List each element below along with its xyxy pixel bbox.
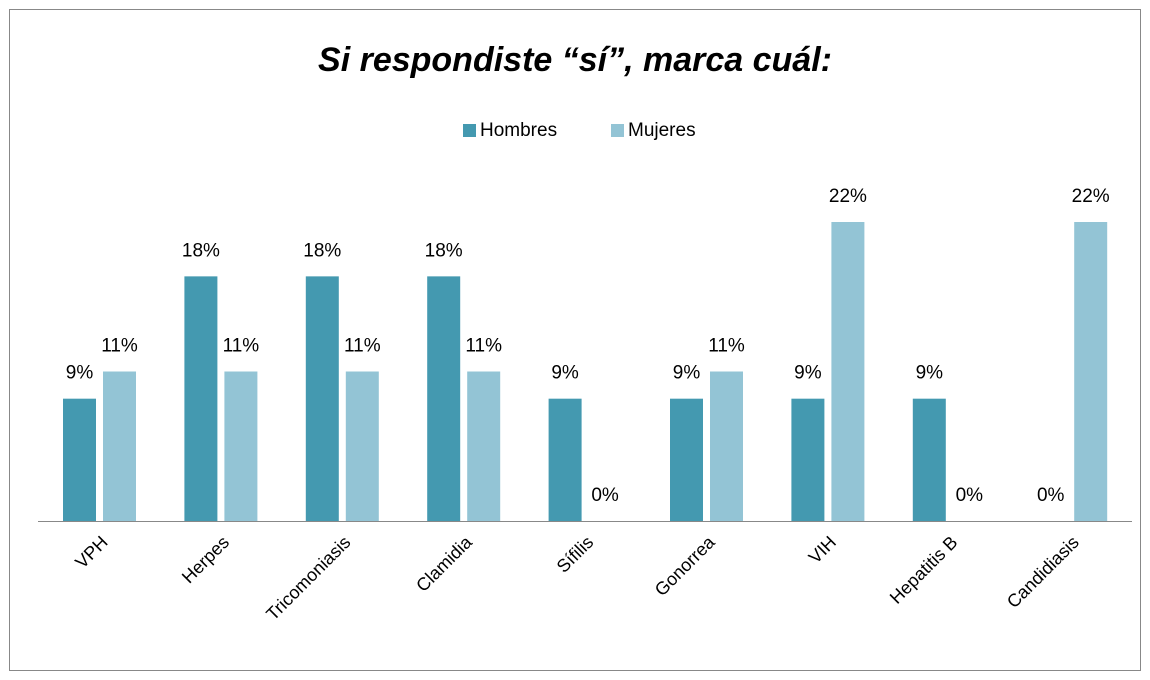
data-label: 9% xyxy=(66,363,94,384)
data-label: 11% xyxy=(223,336,260,357)
data-label: 22% xyxy=(1072,186,1110,207)
bar xyxy=(224,371,258,521)
bar xyxy=(427,276,461,521)
bar xyxy=(1074,222,1108,521)
bar xyxy=(184,276,218,521)
legend-swatch xyxy=(611,124,624,137)
data-label: 9% xyxy=(551,363,579,384)
data-label: 0% xyxy=(956,485,984,506)
data-label: 11% xyxy=(708,336,745,357)
data-label: 18% xyxy=(425,240,463,261)
bar xyxy=(710,371,743,521)
data-label: 9% xyxy=(673,363,701,384)
data-label: 0% xyxy=(591,485,619,506)
legend-swatch xyxy=(463,124,476,137)
bar xyxy=(345,371,379,521)
data-label: 22% xyxy=(829,186,867,207)
data-label: 11% xyxy=(101,336,138,357)
bar xyxy=(63,398,96,521)
data-label: 9% xyxy=(916,363,944,384)
data-label: 0% xyxy=(1037,485,1065,506)
data-label: 9% xyxy=(794,363,822,384)
bar xyxy=(305,276,339,521)
data-label: 11% xyxy=(344,336,381,357)
bar xyxy=(912,398,946,521)
bar xyxy=(670,398,703,521)
bar xyxy=(831,222,865,521)
bar xyxy=(791,398,825,521)
legend-label: Mujeres xyxy=(628,120,696,141)
legend-label: Hombres xyxy=(480,120,557,141)
bar xyxy=(467,371,501,521)
bar xyxy=(103,371,136,521)
chart-title: Si respondiste “sí”, marca cuál: xyxy=(318,41,832,79)
data-label: 18% xyxy=(303,240,341,261)
bar xyxy=(548,398,582,521)
data-label: 18% xyxy=(182,240,220,261)
data-label: 11% xyxy=(465,336,502,357)
